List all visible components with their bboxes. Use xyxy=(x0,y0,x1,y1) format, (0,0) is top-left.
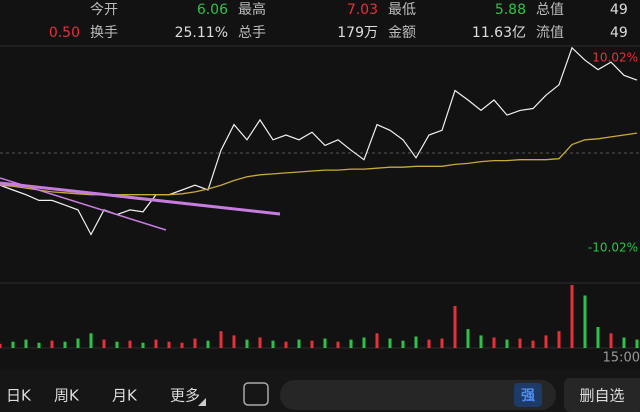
stat-value: 5.88 xyxy=(495,2,526,18)
stat-value: 0.50 xyxy=(49,25,80,41)
volume-bar xyxy=(505,339,509,348)
chart: 10.02% -10.02% 15:00 xyxy=(0,46,640,366)
volume-bar xyxy=(258,337,262,348)
volume-bar xyxy=(557,331,561,348)
volume-bar xyxy=(167,341,171,348)
volume-bar xyxy=(24,339,28,348)
volume-bar xyxy=(596,327,600,348)
search-box[interactable] xyxy=(280,380,556,410)
volume-bar xyxy=(245,339,249,348)
volume-bar xyxy=(622,337,626,348)
stat-value: 11.63亿 xyxy=(472,25,526,41)
volume-bar xyxy=(128,340,132,348)
volume-bar xyxy=(440,338,444,348)
volume-bar xyxy=(570,285,574,348)
stat-label: 总值 xyxy=(536,2,564,18)
volume-bar xyxy=(453,306,457,348)
volume-bar xyxy=(336,341,340,348)
x-end-label: 15:00 xyxy=(603,351,640,366)
volume-bar xyxy=(11,341,15,348)
volume-bar xyxy=(310,340,314,348)
volume-bar xyxy=(635,339,639,348)
volume-bar xyxy=(37,342,41,348)
volume-bar xyxy=(284,341,288,348)
stat-label: 今开 xyxy=(90,2,118,18)
volume-bar xyxy=(271,340,275,348)
volume-bar xyxy=(492,337,496,348)
volume-bar xyxy=(518,338,522,348)
volume-bar xyxy=(232,335,236,348)
stat-label: 最高 xyxy=(238,1,266,18)
volume-bar xyxy=(206,340,210,348)
volume-bar xyxy=(180,342,184,348)
stat-label: 总手 xyxy=(238,25,266,41)
volume-bar xyxy=(362,337,366,348)
stat-label: 最低 xyxy=(388,2,416,18)
volume-bar xyxy=(219,331,223,348)
y-tick-label: -10.02% xyxy=(588,240,638,254)
stat-label: 换手 xyxy=(90,24,118,41)
badge[interactable]: 强 xyxy=(521,388,535,404)
stat-value: 7.03 xyxy=(347,2,378,18)
volume-bar xyxy=(76,338,80,348)
volume-bar xyxy=(323,338,327,348)
volume-bar xyxy=(609,333,613,348)
edit-icon[interactable] xyxy=(243,382,269,406)
tab[interactable]: 周K xyxy=(54,387,80,405)
tab[interactable]: 月K xyxy=(112,387,138,405)
volume-bar xyxy=(349,339,353,348)
stat-value: 49 xyxy=(610,25,628,41)
action-button[interactable]: 删自选 xyxy=(579,387,624,405)
volume-bar xyxy=(375,333,379,348)
stat-value: 179万 xyxy=(337,25,378,41)
action-button-bg[interactable] xyxy=(564,378,640,412)
volume-bar xyxy=(427,339,431,348)
stat-value: 25.11% xyxy=(175,25,228,41)
volume-bar xyxy=(154,339,158,348)
stat-label: 金额 xyxy=(388,25,416,41)
stat-value: 6.06 xyxy=(197,2,228,18)
volume-bar xyxy=(414,336,418,348)
trend-line xyxy=(0,177,167,231)
volume-bar xyxy=(141,342,145,348)
volume-bar xyxy=(115,341,119,348)
volume-bar xyxy=(297,339,301,348)
volume-bar xyxy=(479,335,483,348)
volume-bar xyxy=(544,335,548,348)
volume-bar xyxy=(531,340,535,348)
volume-bar xyxy=(388,338,392,348)
stat-value: 49 xyxy=(610,2,628,18)
stat-label: 流值 xyxy=(536,25,564,41)
volume-bar xyxy=(50,340,54,348)
volume-bar xyxy=(63,341,67,348)
badge-bg[interactable] xyxy=(514,383,542,407)
more-arrow xyxy=(198,398,206,406)
tab[interactable]: 日K xyxy=(6,387,32,405)
volume-bar xyxy=(583,295,587,348)
volume-bar xyxy=(0,343,2,348)
volume-bar xyxy=(193,338,197,348)
volume-bar xyxy=(401,340,405,348)
y-tick-label: 10.02% xyxy=(592,51,638,65)
volume-bar xyxy=(102,339,106,348)
tab[interactable]: 更多 xyxy=(170,387,200,405)
volume-bar xyxy=(89,333,93,348)
volume-bar xyxy=(466,329,470,348)
trend-line xyxy=(0,181,281,216)
